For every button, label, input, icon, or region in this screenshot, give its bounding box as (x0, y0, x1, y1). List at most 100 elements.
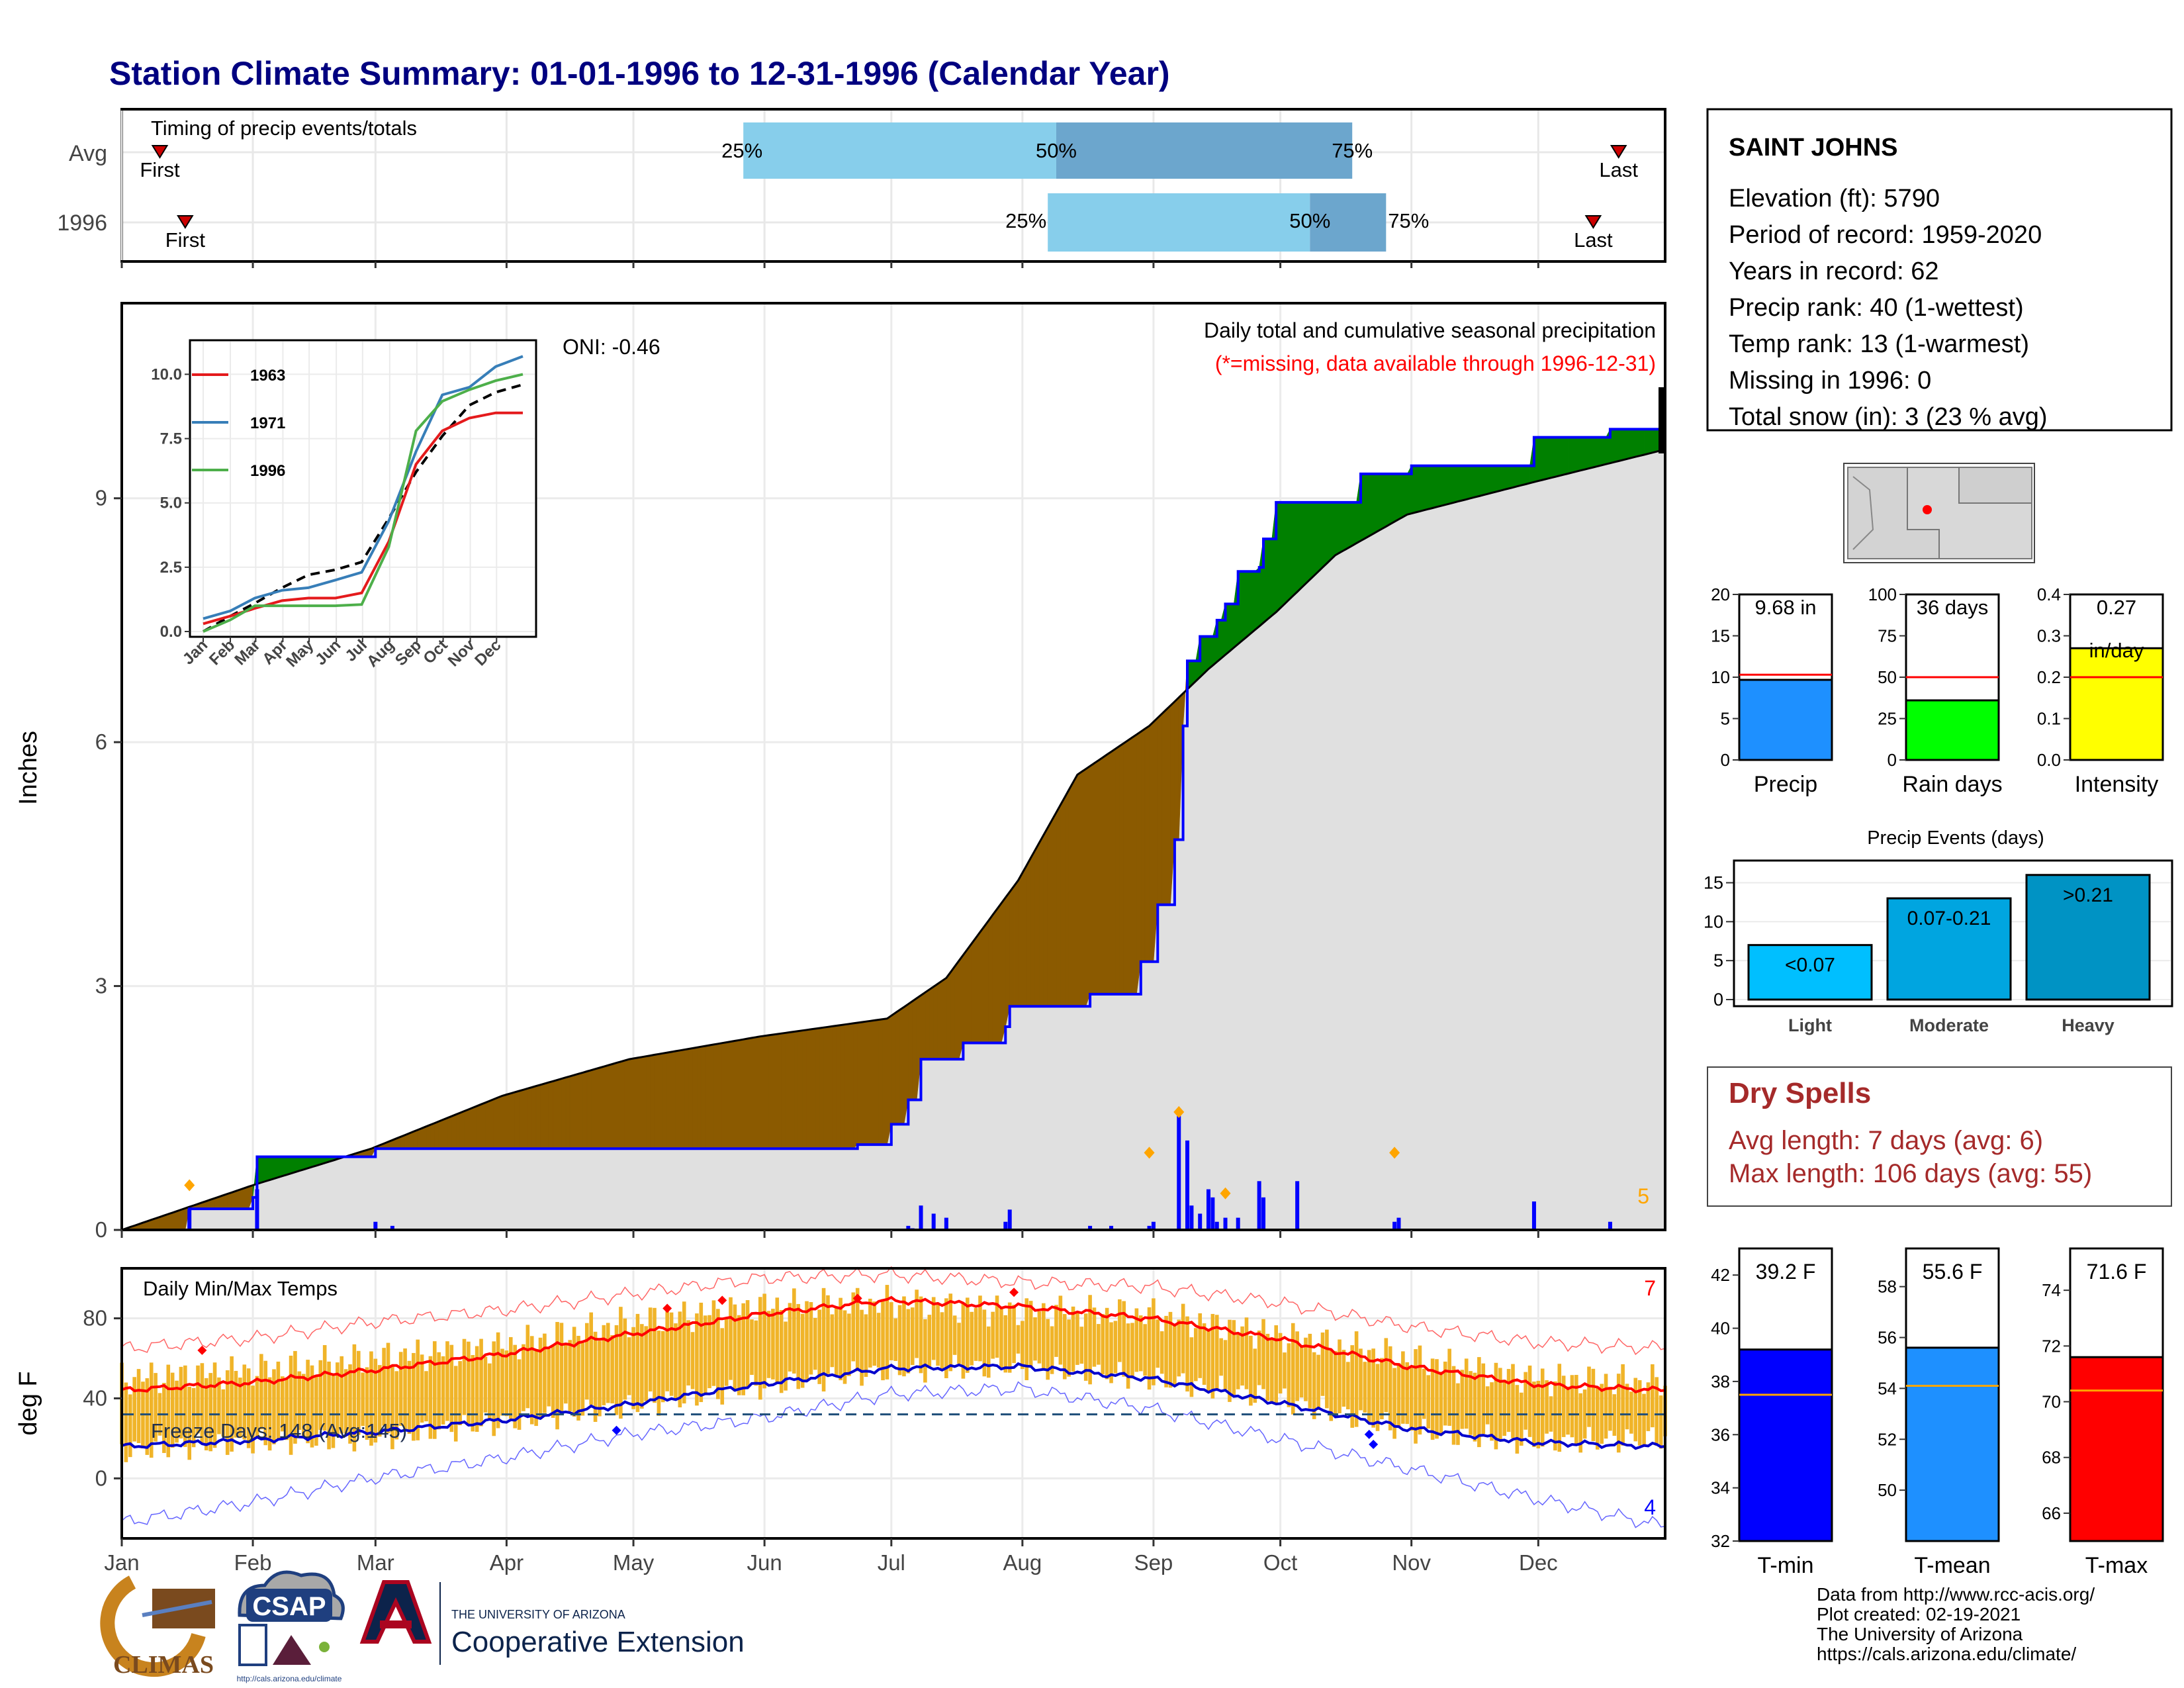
deficit-fill (730, 1041, 735, 1149)
daily-temp-bar (128, 1394, 132, 1458)
surplus-fill (1639, 429, 1645, 456)
events-ytick-label: 5 (1713, 951, 1723, 970)
tmean-ytick-label: 54 (1878, 1378, 1897, 1398)
daily-temp-bar (737, 1315, 741, 1395)
daily-temp-bar (255, 1376, 259, 1437)
station-line-4: Precip rank: 40 (1-wettest) (1729, 294, 2024, 322)
daily-temp-bar (1582, 1389, 1587, 1439)
daily-temp-bar (310, 1365, 314, 1448)
main-ytick-label: 0 (95, 1217, 107, 1242)
daily-precip-bar (255, 1189, 259, 1230)
month-label: Jul (878, 1550, 905, 1575)
daily-temp-bar (200, 1363, 205, 1443)
tmean-ytick-label: 56 (1878, 1328, 1897, 1348)
deficit-fill (760, 1035, 765, 1149)
daily-temp-bar (475, 1346, 479, 1432)
deficit-fill (633, 1057, 638, 1149)
daily-temp-bar (1511, 1364, 1515, 1438)
daily-temp-bar (230, 1356, 234, 1452)
daily-temp-bar (1046, 1319, 1050, 1380)
daily-precip-bar (1206, 1189, 1210, 1230)
deficit-fill (1165, 705, 1171, 906)
deficit-fill (895, 1009, 900, 1125)
daily-temp-bar (1629, 1391, 1633, 1434)
events-bar-heavy (2025, 874, 2151, 1001)
daily-temp-bar (483, 1356, 488, 1413)
deficit-fill (823, 1026, 829, 1149)
deficit-fill (806, 1029, 811, 1149)
deficit-fill (1111, 748, 1116, 995)
daily-temp-bar (1574, 1375, 1578, 1445)
daily-temp-bar (1595, 1387, 1600, 1450)
surplus-fill (1567, 437, 1572, 474)
daily-temp-bar (251, 1385, 255, 1454)
deficit-fill (1161, 709, 1167, 906)
daily-temp-bar (412, 1352, 416, 1441)
surplus-fill (1538, 437, 1543, 481)
tmean-ytick-label: 58 (1878, 1277, 1897, 1297)
deficit-fill (971, 937, 976, 1043)
surplus-fill (1402, 473, 1408, 518)
daily-temp-bar (361, 1372, 365, 1427)
daily-precip-bar (1223, 1217, 1228, 1230)
daily-temp-bar (208, 1373, 212, 1452)
surplus-fill (1347, 502, 1353, 549)
deficit-fill (620, 1060, 625, 1149)
daily-temp-bar (314, 1376, 318, 1446)
surplus-fill (1491, 465, 1496, 493)
daily-temp-bar (1354, 1331, 1359, 1427)
daily-temp-bar (1312, 1352, 1316, 1419)
daily-temp-bar (1299, 1346, 1304, 1398)
deficit-fill (590, 1068, 596, 1149)
events-xtick-label: Heavy (2062, 1015, 2115, 1035)
deficit-fill (650, 1055, 655, 1149)
events-bar-light (1747, 944, 1873, 1001)
deficit-fill (510, 1092, 516, 1149)
daily-temp-bar (1320, 1332, 1325, 1396)
first-marker (151, 145, 169, 159)
deficit-fill (950, 966, 955, 1060)
deficit-fill (1056, 804, 1061, 1007)
deficit-fill (781, 1032, 786, 1149)
rain-days-ytick-label: 25 (1878, 709, 1897, 729)
deficit-fill (882, 1018, 887, 1145)
daily-precip-bar (1147, 1225, 1152, 1230)
deficit-fill (1115, 745, 1120, 995)
deficit-fill (921, 992, 926, 1060)
inset-ytick-label: 2.5 (160, 559, 182, 577)
surplus-fill (1314, 502, 1319, 577)
daily-temp-bar (1278, 1333, 1283, 1394)
daily-temp-bar (301, 1374, 306, 1437)
surplus-fill (1335, 502, 1340, 556)
summary-bars: 0 5 10 15 20 9.68 in Precip 0 25 50 75 100 36 days Ra… (1711, 585, 2164, 797)
daily-temp-bar (365, 1367, 369, 1440)
deficit-fill (659, 1053, 664, 1149)
main-subtitle: Daily total and cumulative seasonal prec… (1204, 318, 1656, 342)
daily-temp-bar (1012, 1305, 1016, 1364)
daily-temp-bar (1646, 1382, 1651, 1431)
daily-precip-bar (931, 1213, 936, 1230)
daily-temp-bar (974, 1307, 978, 1361)
daily-precip-bar (1236, 1217, 1240, 1230)
daily-temp-bar (1244, 1317, 1249, 1389)
deficit-fill (172, 1211, 177, 1231)
daily-temp-bar (1228, 1319, 1232, 1402)
month-label: Mar (357, 1550, 394, 1575)
daily-temp-bar (978, 1295, 982, 1362)
deficit-fill (181, 1207, 186, 1231)
deficit-fill (811, 1028, 816, 1149)
daily-temp-bar (149, 1362, 154, 1458)
station-line-6: Missing in 1996: 0 (1729, 367, 1931, 395)
daily-temp-bar (280, 1376, 285, 1432)
daily-temp-bar (657, 1331, 661, 1416)
daily-temp-bar (555, 1322, 559, 1430)
daily-temp-bar (348, 1364, 352, 1444)
daily-temp-bar (897, 1305, 902, 1376)
deficit-fill (422, 1126, 427, 1149)
deficit-fill (519, 1089, 524, 1149)
timing-p50-label: 50% (1289, 209, 1330, 232)
daily-temp-bar (1092, 1307, 1097, 1367)
freeze-label: Freeze Days: 148 (Avg:145) (151, 1419, 407, 1442)
tmax-ytick-label: 74 (2042, 1280, 2061, 1300)
daily-temp-bar (382, 1348, 386, 1426)
